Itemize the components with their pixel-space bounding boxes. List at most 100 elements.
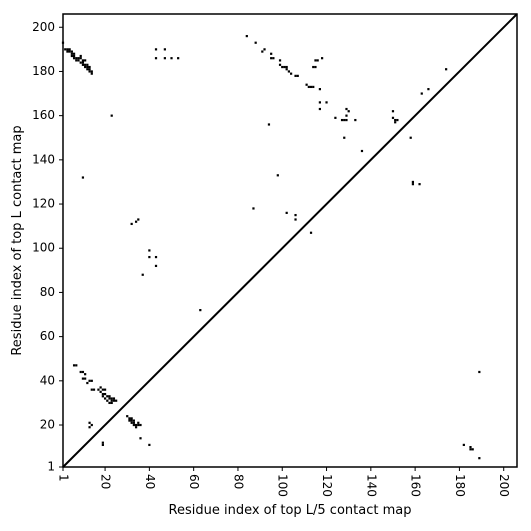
contact-point — [312, 65, 315, 69]
x-tick-label: 200 — [497, 474, 511, 497]
contact-point — [469, 448, 472, 451]
y-tick-label: 180 — [32, 64, 55, 78]
contact-point — [101, 392, 104, 396]
contact-point — [154, 255, 158, 259]
contact-point — [360, 149, 364, 153]
x-axis-label: Residue index of top L/5 contact map — [169, 503, 412, 518]
contact-point — [79, 370, 82, 374]
contact-point — [445, 68, 448, 71]
contact-point — [418, 183, 421, 186]
contact-point — [101, 443, 104, 447]
contact-point — [66, 48, 69, 51]
contact-point — [267, 123, 271, 126]
x-tick-label: 120 — [320, 474, 334, 497]
contact-point — [148, 255, 151, 259]
contact-point — [272, 57, 275, 60]
contact-point — [128, 417, 131, 420]
contact-point — [281, 65, 284, 69]
contact-point — [318, 107, 321, 111]
contact-point — [305, 83, 308, 86]
contact-point — [132, 421, 135, 424]
contact-point — [391, 110, 395, 113]
x-tick-label: 1 — [57, 474, 71, 482]
contact-point — [321, 57, 324, 60]
contact-point — [334, 116, 337, 119]
contact-point — [462, 443, 465, 447]
contact-point — [68, 50, 71, 53]
contact-point — [112, 397, 116, 400]
contact-point — [283, 65, 286, 69]
contact-point — [81, 59, 85, 62]
contact-point — [154, 57, 158, 60]
diagonal-line — [62, 13, 518, 468]
contact-point — [88, 65, 91, 69]
contact-point — [177, 57, 180, 60]
y-tick-label: 120 — [32, 197, 55, 211]
contact-point — [88, 68, 91, 71]
contact-point — [245, 34, 248, 38]
contact-point — [290, 72, 293, 75]
contact-point — [309, 85, 313, 89]
contact-point — [285, 211, 288, 214]
contact-point — [72, 57, 76, 60]
contact-point — [285, 65, 288, 69]
contact-point — [108, 397, 111, 400]
contact-point — [287, 70, 290, 73]
contact-point — [314, 65, 317, 69]
y-tick-label: 160 — [32, 108, 55, 122]
contact-point — [394, 118, 397, 122]
contact-point — [75, 57, 78, 60]
x-tick-label: 20 — [99, 474, 113, 489]
contact-point — [77, 57, 80, 60]
contact-point — [307, 85, 310, 89]
contact-point — [294, 74, 297, 77]
contact-point — [199, 309, 202, 312]
x-tick-label: 80 — [231, 474, 245, 489]
contact-point — [126, 415, 129, 418]
contact-point — [137, 423, 140, 427]
contact-point — [128, 419, 131, 422]
contact-point — [81, 61, 85, 64]
contact-point — [97, 388, 100, 391]
contact-point — [108, 395, 111, 398]
contact-point — [132, 423, 135, 427]
contact-point — [396, 118, 399, 122]
contact-point — [101, 395, 104, 398]
contact-point — [316, 59, 319, 62]
contact-point — [88, 426, 91, 429]
contact-point — [84, 59, 87, 62]
x-tick-label: 140 — [364, 474, 378, 497]
contact-point — [99, 386, 102, 389]
x-tick-label: 180 — [453, 474, 467, 497]
contact-point — [110, 397, 113, 400]
contact-point — [110, 114, 113, 117]
contact-point — [139, 437, 142, 440]
contact-point — [130, 421, 133, 424]
contact-point — [103, 392, 107, 396]
contact-point — [134, 423, 138, 427]
contact-point — [411, 180, 415, 184]
contact-point — [101, 441, 104, 444]
contact-point — [81, 63, 85, 66]
contact-point — [309, 231, 313, 234]
contact-point — [254, 41, 257, 44]
contact-point — [427, 88, 430, 91]
contact-point — [154, 48, 158, 51]
contact-point — [115, 399, 118, 402]
contact-point — [469, 446, 472, 449]
contact-point — [72, 52, 76, 55]
contact-point — [325, 101, 328, 104]
contact-point — [252, 207, 255, 210]
contact-point — [170, 57, 173, 60]
contact-point — [294, 213, 297, 217]
contact-point — [92, 388, 96, 391]
contact-point — [345, 114, 348, 117]
contact-point — [139, 423, 142, 427]
contact-point — [70, 50, 73, 53]
y-tick-label: 20 — [40, 418, 55, 432]
contact-point — [101, 388, 104, 391]
contact-point — [137, 421, 140, 424]
contact-point — [64, 48, 67, 51]
contact-point — [340, 118, 344, 122]
